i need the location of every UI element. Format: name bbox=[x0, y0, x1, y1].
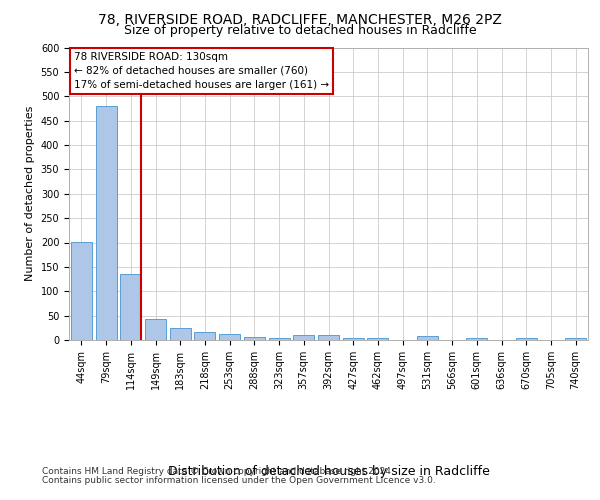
Text: Contains public sector information licensed under the Open Government Licence v3: Contains public sector information licen… bbox=[42, 476, 436, 485]
Text: 78 RIVERSIDE ROAD: 130sqm
← 82% of detached houses are smaller (760)
17% of semi: 78 RIVERSIDE ROAD: 130sqm ← 82% of detac… bbox=[74, 52, 329, 90]
Bar bbox=[71, 242, 92, 340]
Bar bbox=[219, 334, 240, 340]
Bar bbox=[343, 338, 364, 340]
Text: 78, RIVERSIDE ROAD, RADCLIFFE, MANCHESTER, M26 2PZ: 78, RIVERSIDE ROAD, RADCLIFFE, MANCHESTE… bbox=[98, 12, 502, 26]
Bar bbox=[565, 338, 586, 340]
Bar bbox=[120, 274, 141, 340]
Bar bbox=[417, 336, 438, 340]
Bar bbox=[516, 338, 537, 340]
Text: Size of property relative to detached houses in Radcliffe: Size of property relative to detached ho… bbox=[124, 24, 476, 37]
Bar bbox=[466, 338, 487, 340]
X-axis label: Distribution of detached houses by size in Radcliffe: Distribution of detached houses by size … bbox=[167, 466, 490, 478]
Bar bbox=[367, 338, 388, 340]
Bar bbox=[145, 318, 166, 340]
Bar bbox=[269, 338, 290, 340]
Bar bbox=[244, 337, 265, 340]
Bar bbox=[95, 106, 116, 340]
Text: Contains HM Land Registry data © Crown copyright and database right 2024.: Contains HM Land Registry data © Crown c… bbox=[42, 467, 394, 476]
Bar bbox=[170, 328, 191, 340]
Bar bbox=[318, 335, 339, 340]
Bar bbox=[293, 335, 314, 340]
Y-axis label: Number of detached properties: Number of detached properties bbox=[25, 106, 35, 282]
Bar bbox=[194, 332, 215, 340]
